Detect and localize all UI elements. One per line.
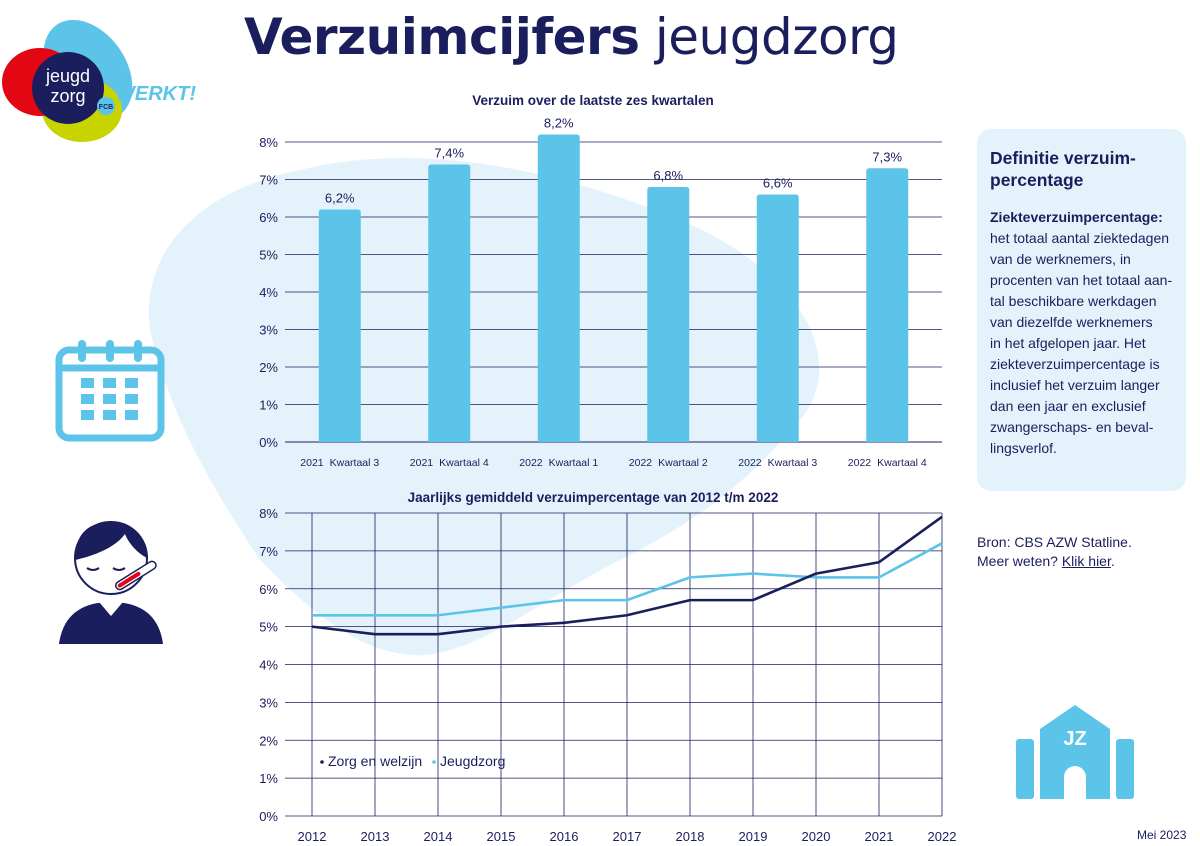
line-x-tick: 2021	[865, 829, 894, 844]
bar-value-label: 8,2%	[544, 116, 574, 131]
bar-category-label: 2022 Kwartaal 2	[629, 457, 708, 469]
line-chart-title: Jaarlijks gemiddeld verzuimpercentage va…	[408, 490, 779, 505]
building-label: JZ	[1063, 728, 1086, 750]
definition-term: Ziekteverzuimpercentage:	[990, 209, 1163, 225]
bar	[428, 164, 471, 442]
legend-marker	[432, 760, 436, 764]
jeugdzorg-building-icon: JZ	[1016, 705, 1134, 799]
sick-person-icon	[59, 521, 163, 644]
bar-y-tick: 8%	[259, 135, 278, 150]
definition-text: het totaal aantal ziektedagen van de wer…	[990, 230, 1173, 456]
line-y-tick: 6%	[259, 582, 278, 597]
legend-marker	[320, 760, 324, 764]
line-y-tick: 8%	[259, 506, 278, 521]
more-info-suffix: .	[1110, 553, 1115, 569]
more-info-prefix: Meer weten?	[977, 553, 1058, 569]
line-x-tick: 2012	[298, 829, 327, 844]
bar-value-label: 6,2%	[325, 191, 355, 206]
page-title: Verzuimcijfers jeugdzorg	[244, 8, 899, 66]
line-series	[311, 515, 943, 636]
line-x-tick: 2017	[613, 829, 642, 844]
publication-date: Mei 2023	[1137, 828, 1187, 842]
jeugdzorg-werkt-logo: jeugd zorg FCB WERKT!	[2, 19, 196, 142]
line-x-tick: 2022	[928, 829, 957, 844]
line-y-tick: 1%	[259, 771, 278, 786]
definition-box: Definitie verzuim- percentage Ziekteverz…	[977, 129, 1186, 491]
bar-y-tick: 6%	[259, 210, 278, 225]
line-x-tick: 2015	[487, 829, 516, 844]
more-info-link[interactable]: Klik hier	[1061, 553, 1111, 569]
more-info-line: Meer weten? Klik hier.	[977, 552, 1132, 571]
bar	[647, 187, 690, 442]
bar-category-label: 2021 Kwartaal 4	[410, 457, 489, 469]
bar-y-tick: 0%	[259, 435, 278, 450]
source-note: Bron: CBS AZW Statline. Meer weten? Klik…	[977, 533, 1132, 571]
line-y-tick: 5%	[259, 620, 278, 635]
bar	[318, 209, 361, 442]
bar-y-tick: 5%	[259, 248, 278, 263]
bar-category-label: 2022 Kwartaal 4	[848, 457, 927, 469]
line-series	[312, 542, 943, 617]
line-x-tick: 2013	[361, 829, 390, 844]
yearly-line-chart: Jaarlijks gemiddeld verzuimpercentage va…	[259, 490, 957, 844]
definition-title: Definitie verzuim- percentage	[990, 148, 1136, 190]
bar-y-tick: 4%	[259, 285, 278, 300]
bar-category-label: 2021 Kwartaal 3	[300, 457, 379, 469]
bar	[537, 134, 580, 442]
line-y-tick: 2%	[259, 733, 278, 748]
line-x-tick: 2014	[424, 829, 453, 844]
line-x-tick: 2016	[550, 829, 579, 844]
bar-y-tick: 2%	[259, 360, 278, 375]
line-y-tick: 3%	[259, 695, 278, 710]
line-x-tick: 2018	[676, 829, 705, 844]
line-y-tick: 0%	[259, 809, 278, 824]
bar-value-label: 7,4%	[434, 146, 464, 161]
bar	[756, 194, 799, 442]
bar-value-label: 7,3%	[872, 149, 902, 164]
legend-label: Zorg en welzijn	[328, 753, 422, 769]
title-light: jeugdzorg	[654, 8, 899, 66]
quarterly-bar-chart: Verzuim over de laatste zes kwartalen 6,…	[259, 93, 942, 469]
bar-chart-title: Verzuim over de laatste zes kwartalen	[472, 93, 714, 108]
line-y-tick: 7%	[259, 544, 278, 559]
bar-category-label: 2022 Kwartaal 1	[519, 457, 598, 469]
logo-line-2: zorg	[50, 86, 85, 106]
bar-y-tick: 3%	[259, 323, 278, 338]
bar-value-label: 6,6%	[763, 176, 793, 191]
bar-y-tick: 7%	[259, 173, 278, 188]
bar-value-label: 6,8%	[653, 168, 683, 183]
bar-category-label: 2022 Kwartaal 3	[738, 457, 817, 469]
legend-label: Jeugdzorg	[440, 753, 505, 769]
logo-line-1: jeugd	[45, 66, 90, 86]
source-line: Bron: CBS AZW Statline.	[977, 534, 1132, 550]
line-x-tick: 2019	[739, 829, 768, 844]
bar	[866, 168, 909, 442]
logo-slogan: WERKT!	[116, 83, 196, 105]
logo-badge: FCB	[99, 104, 113, 111]
title-bold: Verzuimcijfers	[244, 8, 640, 66]
calendar-icon	[55, 340, 165, 442]
line-y-tick: 4%	[259, 658, 278, 673]
line-x-tick: 2020	[802, 829, 831, 844]
bar-y-tick: 1%	[259, 398, 278, 413]
